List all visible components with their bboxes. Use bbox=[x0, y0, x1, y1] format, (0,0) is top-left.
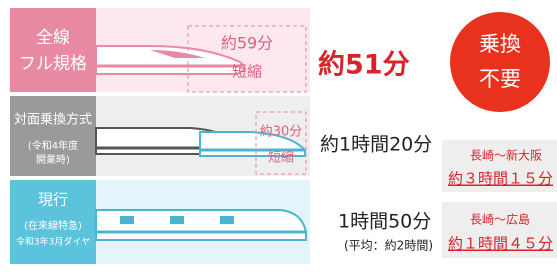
saving-time: 約59分 bbox=[221, 34, 273, 53]
badge bbox=[450, 12, 550, 112]
row-label: (在来線特急) bbox=[24, 219, 82, 232]
row-label: 令和3年3月ダイヤ bbox=[16, 236, 90, 248]
route-name: 長崎～新大阪 bbox=[470, 148, 542, 163]
travel-note: (平均：約2時間) bbox=[344, 238, 433, 253]
row-label: 全線 bbox=[36, 28, 70, 48]
route-time: 約３時間１５分 bbox=[448, 170, 553, 188]
saving-text: 短縮 bbox=[232, 63, 262, 81]
row-label-title: 対面乗換方式 bbox=[14, 112, 92, 128]
label-box bbox=[10, 8, 96, 92]
row-label: (令和4年度 bbox=[28, 139, 78, 152]
train bbox=[96, 210, 306, 240]
row-label: フル規格 bbox=[19, 54, 87, 74]
travel-time: 約1時間20分 bbox=[320, 134, 432, 156]
saving-text: 短縮 bbox=[268, 150, 294, 166]
saving-time: 約30分 bbox=[260, 125, 303, 140]
route-name: 長崎～広島 bbox=[470, 212, 530, 227]
row-label: 開業時) bbox=[36, 153, 70, 166]
badge-text: 乗換 bbox=[479, 32, 521, 56]
badge-text: 不要 bbox=[479, 67, 521, 91]
row-label-title: 現行 bbox=[38, 191, 68, 209]
infographic: 全線 フル規格 対面乗換方式 (令和4年度 開業時) 現行 (在来線特急) 令和… bbox=[0, 0, 557, 275]
travel-time: 約51分 bbox=[318, 49, 410, 81]
travel-time: 1時間50分 bbox=[338, 211, 431, 233]
route-time: 約１時間４５分 bbox=[448, 235, 553, 253]
